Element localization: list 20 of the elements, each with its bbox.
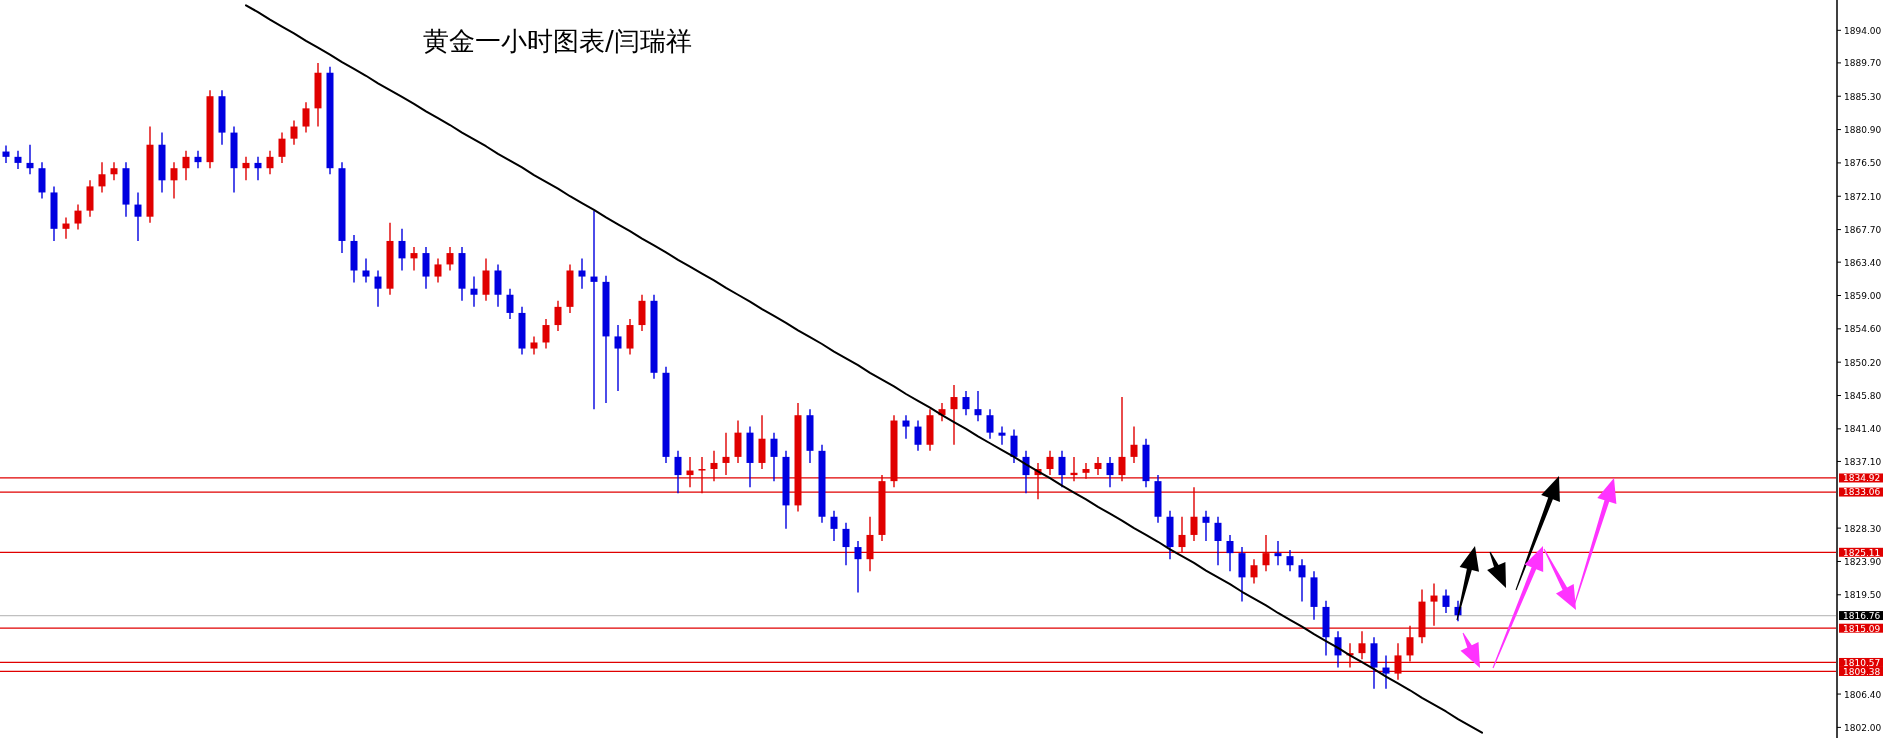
y-tick-label: 1828.30 [1844, 523, 1882, 534]
y-tick-label: 1823.90 [1844, 556, 1882, 567]
y-tick-label: 1867.70 [1844, 225, 1882, 236]
y-tick-label: 1841.40 [1844, 424, 1882, 435]
y-tick-label: 1802.00 [1844, 722, 1882, 733]
y-tick-label: 1889.70 [1844, 58, 1882, 69]
y-tick-label: 1806.40 [1844, 689, 1882, 700]
y-tick-label: 1854.60 [1844, 324, 1882, 335]
y-tick-label: 1863.40 [1844, 257, 1882, 268]
text: 黄金一小时图表/闫瑞祥 [423, 26, 692, 56]
y-tick-label: 1872.10 [1844, 191, 1882, 202]
y-tick-label: 1845.80 [1844, 391, 1882, 402]
y-tick-label: 1880.90 [1844, 125, 1882, 136]
y-tick-label: 1885.30 [1844, 91, 1882, 102]
y-tick-label: 1894.00 [1844, 25, 1882, 36]
y-tick-label: 1850.20 [1844, 357, 1882, 368]
y-tick-label: 1876.50 [1844, 158, 1882, 169]
y-tick-label: 1819.50 [1844, 590, 1882, 601]
y-tick-label: 1859.00 [1844, 291, 1882, 301]
y-tick-label: 1837.10 [1844, 456, 1882, 467]
